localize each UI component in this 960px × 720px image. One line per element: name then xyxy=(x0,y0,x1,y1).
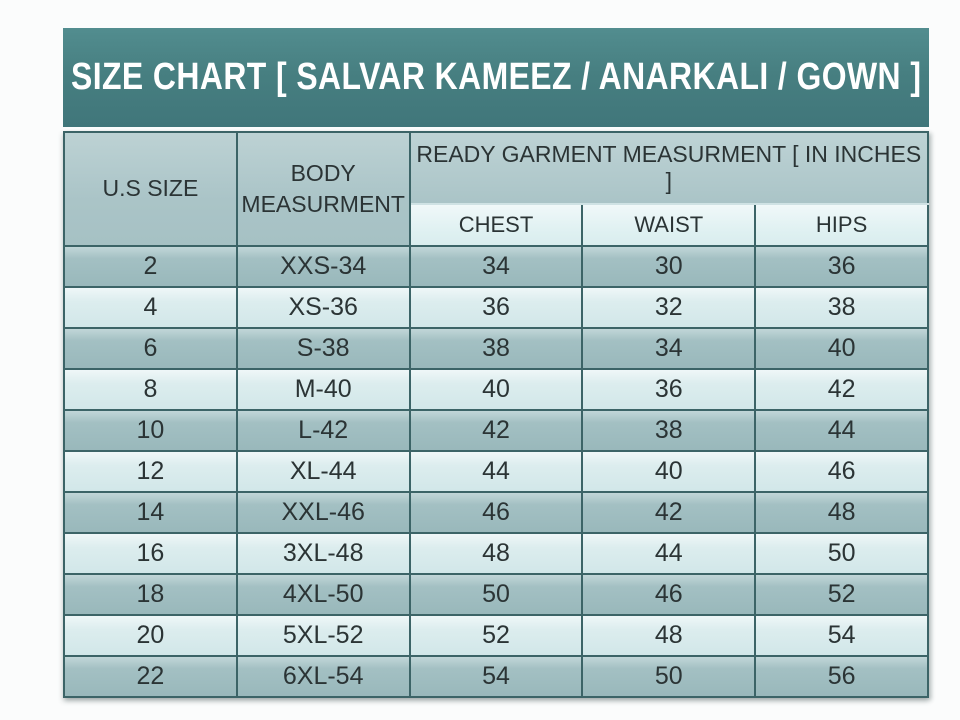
cell-chest: 54 xyxy=(408,655,584,698)
cell-body: 6XL-54 xyxy=(235,655,411,698)
table-row: 6 S-38 38 34 40 xyxy=(63,327,929,370)
cell-body: XS-36 xyxy=(235,286,411,329)
cell-waist: 30 xyxy=(581,245,757,288)
col-header-body-measurement: BODY MEASURMENT xyxy=(235,131,411,247)
size-table-header: U.S SIZE BODY MEASURMENT READY GARMENT M… xyxy=(63,131,930,247)
cell-waist: 32 xyxy=(581,286,757,329)
cell-body: XXS-34 xyxy=(235,245,411,288)
cell-chest: 34 xyxy=(408,245,584,288)
cell-us-size: 20 xyxy=(63,614,238,657)
cell-hips: 40 xyxy=(754,327,929,370)
table-row: 8 M-40 40 36 42 xyxy=(63,368,929,411)
cell-waist: 48 xyxy=(581,614,757,657)
cell-hips: 42 xyxy=(754,368,929,411)
cell-hips: 56 xyxy=(754,655,929,698)
table-row: 2 XXS-34 34 30 36 xyxy=(63,245,929,288)
cell-hips: 38 xyxy=(754,286,929,329)
cell-chest: 38 xyxy=(408,327,584,370)
cell-waist: 34 xyxy=(581,327,757,370)
cell-waist: 50 xyxy=(581,655,757,698)
col-header-us-size: U.S SIZE xyxy=(63,131,238,247)
cell-chest: 48 xyxy=(408,532,584,575)
size-chart-page: SIZE CHART [ SALVAR KAMEEZ / ANARKALI / … xyxy=(63,28,930,698)
cell-us-size: 8 xyxy=(63,368,238,411)
cell-body: 5XL-52 xyxy=(235,614,411,657)
col-header-chest: CHEST xyxy=(408,203,584,247)
cell-body: XXL-46 xyxy=(235,491,411,534)
cell-chest: 44 xyxy=(408,450,584,493)
cell-chest: 52 xyxy=(408,614,584,657)
cell-body: XL-44 xyxy=(235,450,411,493)
size-table-body: 2 XXS-34 34 30 36 4 XS-36 36 32 38 6 S-38 38 34 40 8 M-4… xyxy=(63,245,929,698)
cell-hips: 46 xyxy=(754,450,929,493)
cell-hips: 54 xyxy=(754,614,929,657)
col-header-garment-measurement-group: READY GARMENT MEASURMENT [ IN INCHES ] xyxy=(408,131,930,205)
cell-waist: 40 xyxy=(581,450,757,493)
cell-chest: 46 xyxy=(408,491,584,534)
cell-us-size: 10 xyxy=(63,409,238,452)
table-row: 18 4XL-50 50 46 52 xyxy=(63,573,929,616)
cell-us-size: 2 xyxy=(63,245,238,288)
col-header-waist: WAIST xyxy=(581,203,757,247)
cell-us-size: 22 xyxy=(63,655,238,698)
cell-us-size: 4 xyxy=(63,286,238,329)
cell-us-size: 16 xyxy=(63,532,238,575)
cell-chest: 50 xyxy=(408,573,584,616)
page-title: SIZE CHART [ SALVAR KAMEEZ / ANARKALI / … xyxy=(70,56,922,98)
cell-waist: 44 xyxy=(581,532,757,575)
title-banner: SIZE CHART [ SALVAR KAMEEZ / ANARKALI / … xyxy=(63,28,929,127)
cell-us-size: 18 xyxy=(63,573,238,616)
cell-chest: 42 xyxy=(408,409,584,452)
cell-body: M-40 xyxy=(235,368,411,411)
cell-body: 4XL-50 xyxy=(235,573,411,616)
cell-hips: 36 xyxy=(754,245,929,288)
cell-us-size: 14 xyxy=(63,491,238,534)
table-row: 20 5XL-52 52 48 54 xyxy=(63,614,929,657)
cell-body: 3XL-48 xyxy=(235,532,411,575)
cell-hips: 52 xyxy=(754,573,929,616)
cell-chest: 36 xyxy=(408,286,584,329)
table-row: 10 L-42 42 38 44 xyxy=(63,409,929,452)
cell-hips: 48 xyxy=(754,491,929,534)
col-header-hips: HIPS xyxy=(754,203,929,247)
cell-waist: 42 xyxy=(581,491,757,534)
table-row: 22 6XL-54 54 50 56 xyxy=(63,655,929,698)
cell-hips: 44 xyxy=(754,409,929,452)
table-row: 12 XL-44 44 40 46 xyxy=(63,450,929,493)
cell-body: S-38 xyxy=(235,327,411,370)
cell-waist: 46 xyxy=(581,573,757,616)
cell-hips: 50 xyxy=(754,532,929,575)
table-row: 14 XXL-46 46 42 48 xyxy=(63,491,929,534)
table-row: 4 XS-36 36 32 38 xyxy=(63,286,929,329)
cell-us-size: 6 xyxy=(63,327,238,370)
size-chart-table: U.S SIZE BODY MEASURMENT READY GARMENT M… xyxy=(63,131,930,698)
cell-chest: 40 xyxy=(408,368,584,411)
cell-us-size: 12 xyxy=(63,450,238,493)
table-row: 16 3XL-48 48 44 50 xyxy=(63,532,929,575)
cell-waist: 36 xyxy=(581,368,757,411)
cell-body: L-42 xyxy=(235,409,411,452)
cell-waist: 38 xyxy=(581,409,757,452)
